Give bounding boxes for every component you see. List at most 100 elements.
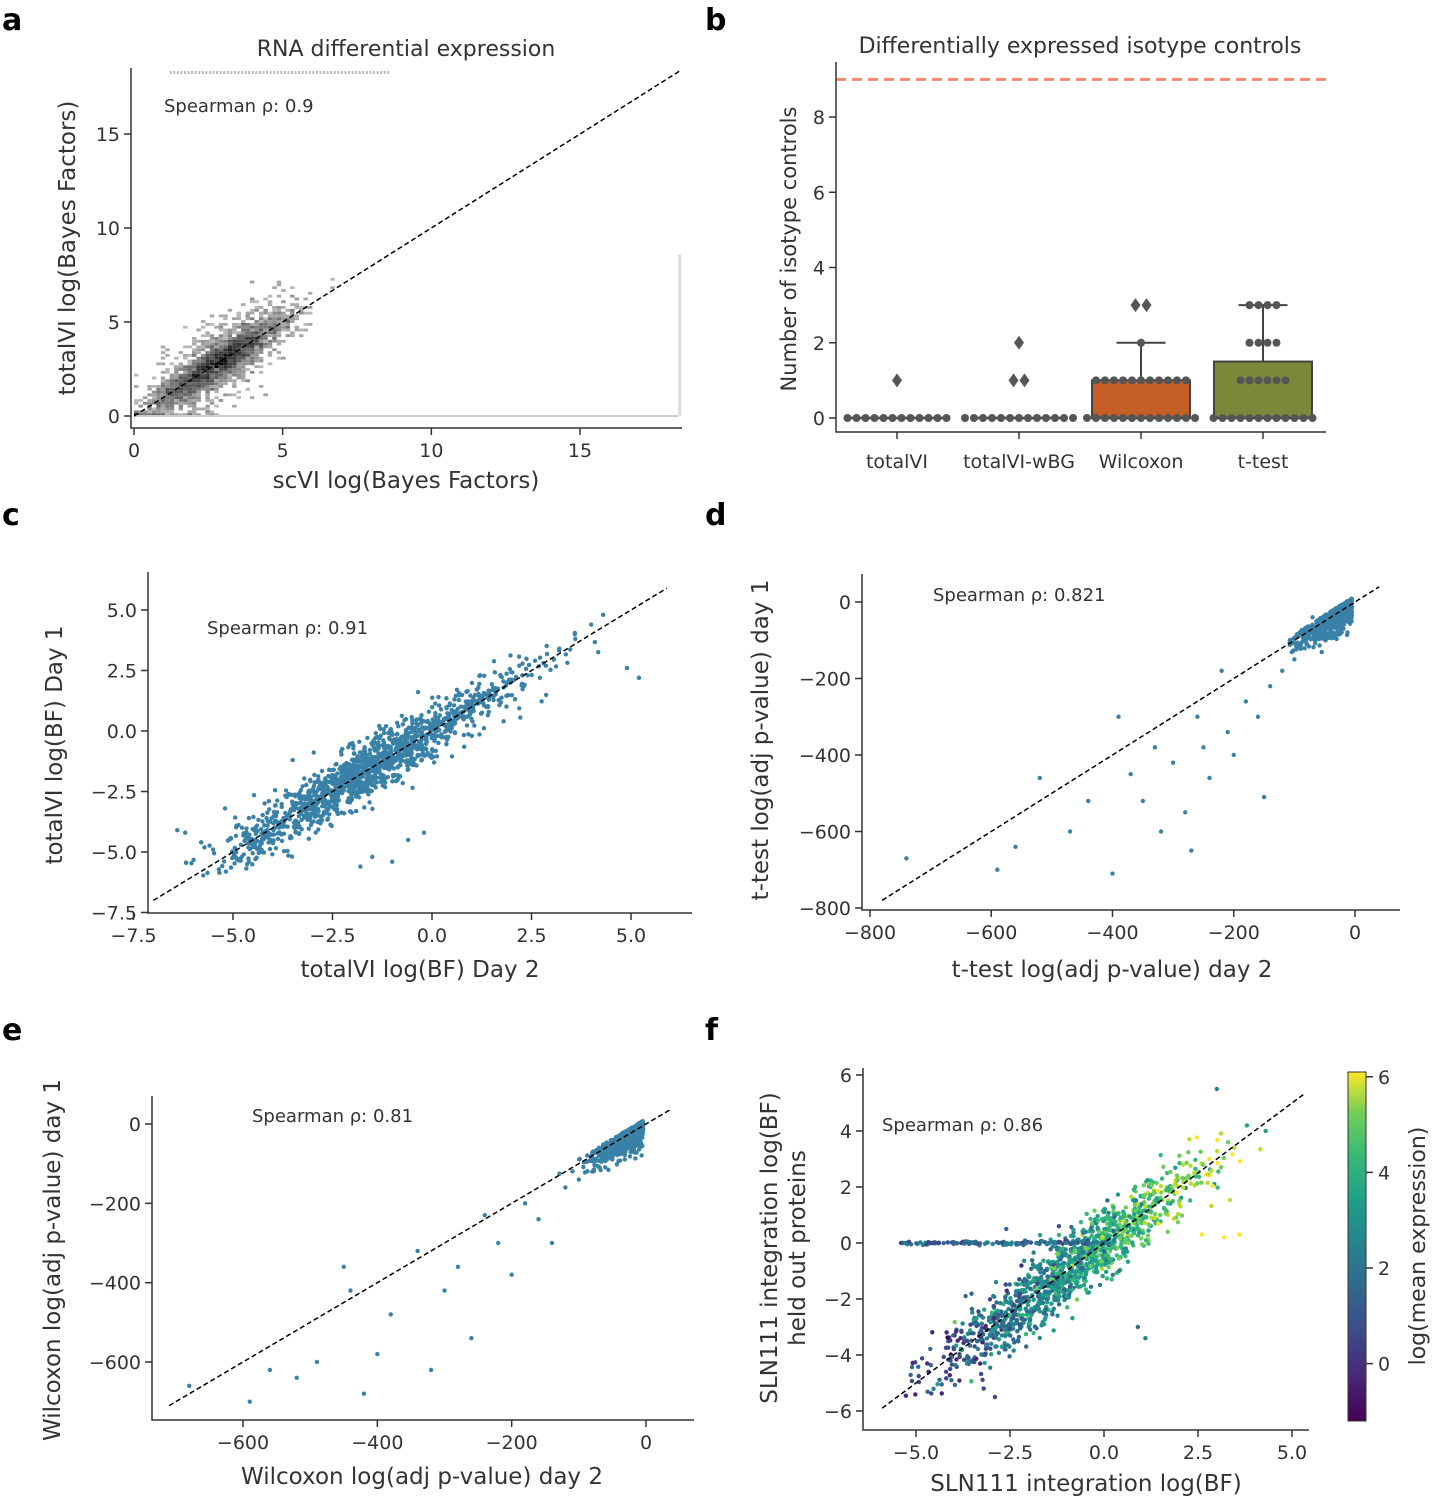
panel-a-density-cell (254, 331, 259, 335)
panel-c-point (513, 674, 519, 680)
panel-a-density-cell (134, 410, 139, 414)
panel-f-point (1044, 1278, 1050, 1284)
panel-a-density-cell (138, 410, 143, 414)
panel-a-saturation-cell (276, 70, 279, 74)
panel-b-swarm-point (888, 414, 897, 422)
panel-a-density-cell (187, 373, 192, 377)
panel-b-swarm-point (1308, 414, 1317, 422)
panel-f-point (975, 1346, 981, 1352)
panel-a-density-cell (263, 320, 268, 323)
panel-e-point (587, 1158, 592, 1164)
panel-c-sample-point (334, 779, 339, 785)
panel-a-density-cell (218, 334, 224, 338)
panel-c-sample-point (390, 859, 395, 864)
panel-c-point (489, 681, 495, 687)
panel-a-density-cell (187, 410, 192, 414)
panel-c-point (394, 756, 399, 762)
panel-c-point (388, 746, 393, 751)
panel-f-point (1161, 1164, 1166, 1170)
panel-a-density-cell (241, 356, 246, 360)
panel-a-density-cell (241, 331, 246, 335)
panel-c-sample-point (358, 864, 363, 869)
panel-a-density-cell (205, 376, 210, 380)
panel-f-point (1180, 1175, 1185, 1181)
panel-a-density-cell (241, 337, 246, 340)
panel-a-density-cell (249, 337, 255, 340)
panel-a-density-cell (223, 337, 228, 340)
panel-c-point (415, 754, 420, 759)
panel-a-density-cell (223, 314, 228, 318)
panel-a-density-cell (223, 382, 228, 385)
panel-e-xtick-label: −400 (351, 1432, 403, 1454)
panel-a-density-cell (183, 356, 188, 360)
panel-c-point (401, 736, 406, 741)
panel-d-sample-point (1152, 745, 1158, 750)
panel-a-density-cell (223, 351, 228, 354)
panel-a-density-cell (303, 297, 308, 301)
panel-c-point (454, 687, 460, 693)
panel-a-density-cell (218, 373, 224, 377)
panel-f-point (1115, 1192, 1121, 1197)
panel-c-point (429, 704, 435, 710)
panel-a-density-cell (241, 322, 246, 326)
panel-a-saturation-cell (248, 70, 251, 74)
panel-c-point (438, 707, 444, 712)
panel-a-saturation-cell (273, 70, 276, 74)
panel-a-density-cell (205, 396, 210, 400)
panel-a-density-cell (330, 286, 335, 290)
panel-f-point (1049, 1301, 1054, 1306)
panel-a-density-cell (209, 401, 215, 405)
panel-a-density-cell (160, 376, 166, 380)
panel-a-density-cell (254, 365, 259, 369)
panel-c-point (253, 825, 258, 830)
panel-a-density-cell (209, 384, 215, 388)
panel-b-swarm-point (1209, 414, 1218, 422)
panel-a-density-cell (241, 325, 246, 329)
panel-a-density-cell (245, 311, 250, 315)
panel-f-point (1016, 1334, 1022, 1340)
panel-a-density-cell (249, 308, 255, 312)
panel-b-swarm-point (1263, 376, 1272, 385)
panel-a-density-cell (191, 399, 197, 402)
panel-a-density-cell (147, 407, 152, 411)
panel-f-point (1053, 1287, 1058, 1292)
panel-c-point (477, 673, 482, 679)
panel-f-point (961, 1357, 967, 1363)
panel-a-density-cell (263, 317, 268, 321)
panel-a-density-cell (236, 325, 242, 329)
panel-a-density-cell (272, 308, 277, 312)
panel-a-density-cell (196, 348, 201, 352)
panel-c-point (572, 630, 578, 636)
panel-c-sample-point (469, 733, 474, 739)
panel-e-point (582, 1170, 588, 1175)
panel-c-point (374, 754, 379, 760)
panel-f-point (1055, 1313, 1060, 1318)
panel-e-point (639, 1153, 644, 1158)
panel-f-point (979, 1352, 984, 1357)
panel-a-density-cell (191, 413, 197, 416)
panel-f-point (1206, 1172, 1211, 1177)
panel-f-point (1187, 1137, 1192, 1142)
panel-c-point (408, 750, 413, 755)
panel-a-density-cell (241, 303, 246, 307)
panel-c-point (259, 841, 264, 846)
panel-f-point (1177, 1153, 1182, 1158)
panel-a-density-cell (205, 373, 210, 377)
panel-c-point (464, 723, 470, 728)
panel-a-density-cell (165, 387, 170, 391)
panel-a-density-cell (183, 399, 188, 402)
panel-a-density-cell (263, 345, 268, 349)
panel-b-swarm-point (1245, 376, 1254, 385)
panel-c-point (369, 782, 375, 788)
panel-c-point (406, 766, 411, 772)
panel-a-saturation-cell (262, 70, 265, 74)
panel-b-swarm-point (1110, 376, 1118, 385)
panel-c-point (259, 826, 264, 832)
panel-a-saturation-cell (344, 70, 347, 74)
panel-a-density-cell (191, 368, 197, 371)
panel-c-point (351, 751, 357, 756)
panel-a-density-cell (191, 407, 197, 411)
panel-c-point (479, 710, 485, 715)
